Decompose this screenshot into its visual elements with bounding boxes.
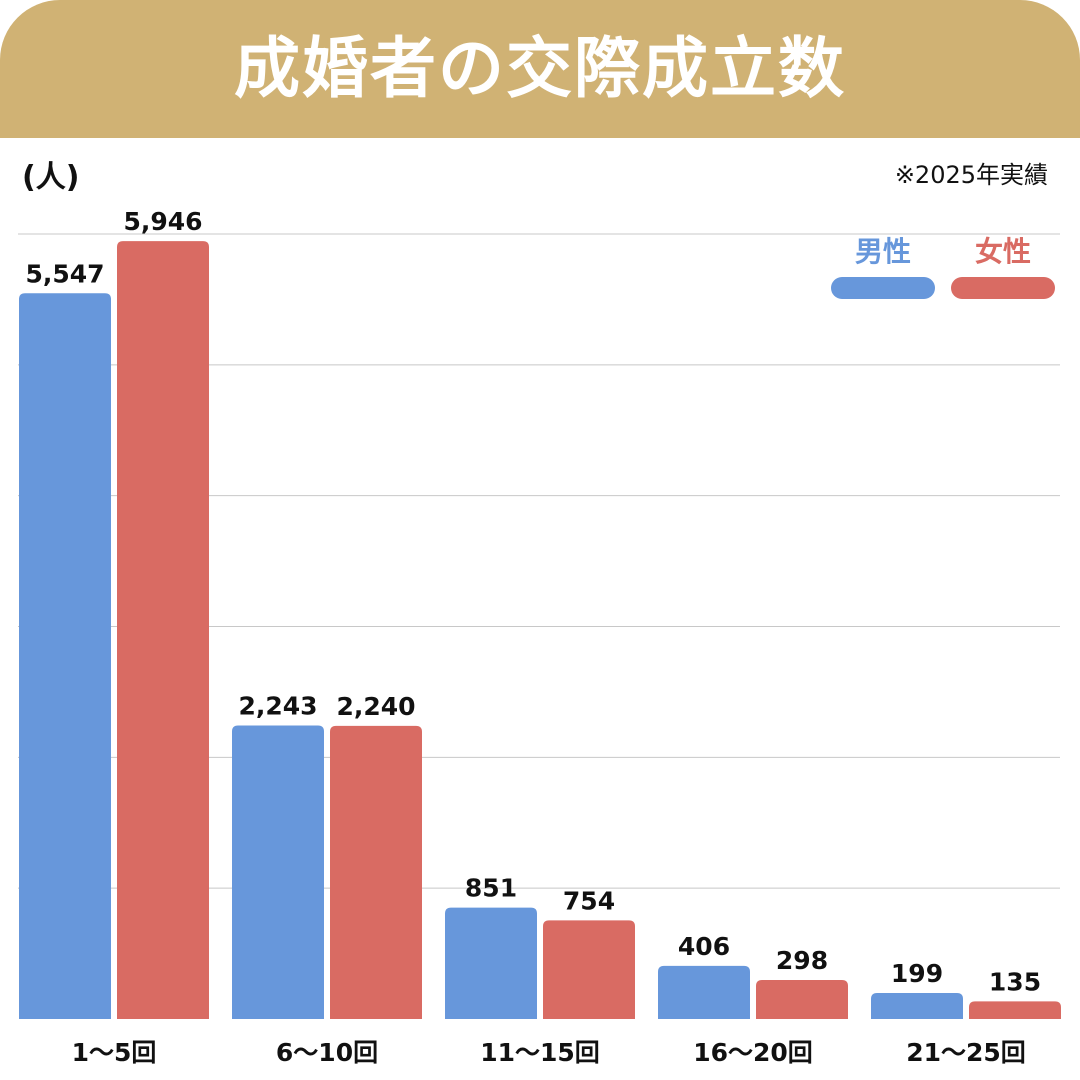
legend-swatch-female — [951, 277, 1055, 299]
bar-female — [756, 980, 848, 1019]
legend-label-female: 女性 — [974, 235, 1031, 268]
data-label-female: 135 — [989, 967, 1041, 996]
data-label-male: 199 — [891, 959, 943, 988]
data-label-male: 5,547 — [25, 259, 104, 288]
y-unit-label: (人) — [22, 160, 80, 195]
bar-male — [658, 965, 750, 1019]
title-banner: 成婚者の交際成立数 — [0, 0, 1080, 138]
x-tick-label: 21〜25回 — [906, 1038, 1026, 1067]
x-tick-label: 6〜10回 — [276, 1038, 378, 1067]
x-tick-label: 11〜15回 — [480, 1038, 600, 1067]
bar-female — [969, 1001, 1061, 1019]
bar-male — [445, 907, 537, 1019]
bar-female — [330, 725, 422, 1019]
legend-label-male: 男性 — [854, 235, 911, 268]
legend-swatch-male — [831, 277, 935, 299]
bar-female — [543, 920, 635, 1019]
data-label-female: 5,946 — [123, 207, 202, 236]
chart-title: 成婚者の交際成立数 — [234, 30, 846, 107]
data-label-female: 754 — [563, 886, 615, 915]
data-label-male: 851 — [465, 874, 517, 903]
bar-male — [871, 992, 963, 1019]
data-label-male: 2,243 — [238, 692, 317, 721]
data-label-male: 406 — [678, 932, 730, 961]
bar-female — [117, 241, 209, 1019]
data-label-female: 298 — [776, 946, 828, 975]
x-tick-label: 16〜20回 — [693, 1038, 813, 1067]
bar-male — [232, 725, 324, 1019]
data-note: ※2025年実績 — [894, 161, 1048, 189]
x-tick-label: 1〜5回 — [72, 1038, 157, 1067]
bar-male — [19, 293, 111, 1020]
data-label-female: 2,240 — [336, 692, 415, 721]
